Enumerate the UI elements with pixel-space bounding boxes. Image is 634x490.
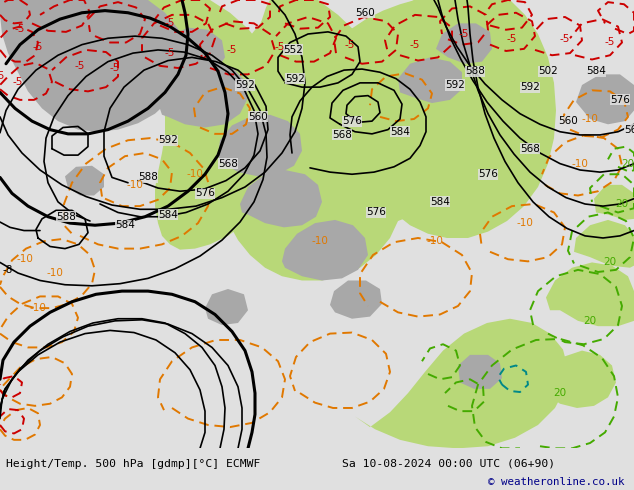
Polygon shape [576,74,634,124]
Polygon shape [158,62,248,127]
Polygon shape [398,57,462,103]
Text: -5: -5 [605,38,615,48]
Polygon shape [300,0,476,223]
Text: 568: 568 [520,144,540,154]
Text: 584: 584 [430,197,450,207]
Polygon shape [240,170,322,227]
Polygon shape [242,0,390,246]
Text: -8: -8 [3,265,13,275]
Text: 576: 576 [342,116,362,126]
Text: 584: 584 [586,66,606,76]
Polygon shape [282,220,368,280]
Polygon shape [212,0,408,280]
Text: 560: 560 [355,8,375,18]
Text: -5: -5 [33,42,43,52]
Text: -10: -10 [581,114,598,124]
Text: 584: 584 [390,127,410,137]
Text: 20: 20 [583,316,597,326]
Text: 584: 584 [115,220,135,230]
Polygon shape [330,280,382,318]
Polygon shape [546,263,634,326]
Text: 20: 20 [553,388,567,398]
Text: -10: -10 [16,254,34,264]
Text: -5: -5 [507,34,517,44]
Text: -5: -5 [110,63,120,73]
Text: 20: 20 [621,159,634,169]
Text: -5: -5 [165,18,175,28]
Text: -10: -10 [311,236,328,246]
Text: 576: 576 [610,95,630,105]
Text: -10: -10 [427,236,443,246]
Polygon shape [594,185,634,220]
Text: -5: -5 [13,77,23,87]
Polygon shape [205,289,248,325]
Text: Height/Temp. 500 hPa [gdmp][°C] ECMWF: Height/Temp. 500 hPa [gdmp][°C] ECMWF [6,459,261,469]
Text: -5: -5 [0,72,5,81]
Text: -10: -10 [186,169,204,179]
Text: 560: 560 [558,116,578,126]
Polygon shape [436,24,492,64]
Text: -10: -10 [517,218,533,228]
Text: 568: 568 [332,130,352,140]
Text: 588: 588 [56,212,76,222]
Text: 592: 592 [520,82,540,92]
Text: 576: 576 [195,188,215,198]
Text: 20: 20 [604,257,616,268]
Polygon shape [574,220,634,268]
Text: © weatheronline.co.uk: © weatheronline.co.uk [488,477,624,487]
Polygon shape [355,318,568,448]
Text: -5: -5 [15,24,25,34]
Text: 20: 20 [616,199,628,209]
Text: -5: -5 [275,42,285,52]
Text: -5: -5 [165,48,175,58]
Text: -10: -10 [30,303,46,313]
Polygon shape [458,355,502,389]
Text: 552: 552 [283,45,303,55]
Polygon shape [65,166,104,196]
Text: 592: 592 [445,80,465,90]
Text: 560: 560 [248,112,268,122]
Text: 592: 592 [285,74,305,84]
Polygon shape [22,11,96,61]
Text: -10: -10 [46,268,63,278]
Text: 576: 576 [366,207,386,218]
Text: Sa 10-08-2024 00:00 UTC (06+90): Sa 10-08-2024 00:00 UTC (06+90) [342,459,555,469]
Polygon shape [135,0,285,250]
Text: 568: 568 [218,159,238,169]
Text: 588: 588 [138,172,158,182]
Polygon shape [158,27,225,78]
Text: 588: 588 [465,66,485,76]
Text: -5: -5 [227,45,237,55]
Text: -5: -5 [410,40,420,49]
Text: 576: 576 [478,169,498,179]
Text: 592: 592 [235,80,255,90]
Text: 584: 584 [158,210,178,220]
Text: 568: 568 [624,124,634,135]
Text: 502: 502 [538,66,558,76]
Text: -5: -5 [75,61,85,71]
Text: -10: -10 [127,180,143,190]
Polygon shape [0,0,186,132]
Polygon shape [356,0,556,238]
Text: 592: 592 [158,135,178,145]
Polygon shape [545,351,616,408]
Text: -5: -5 [459,29,469,39]
Text: -5: -5 [345,40,355,49]
Polygon shape [218,115,302,176]
Text: -10: -10 [572,159,588,169]
Text: -5: -5 [560,34,570,44]
